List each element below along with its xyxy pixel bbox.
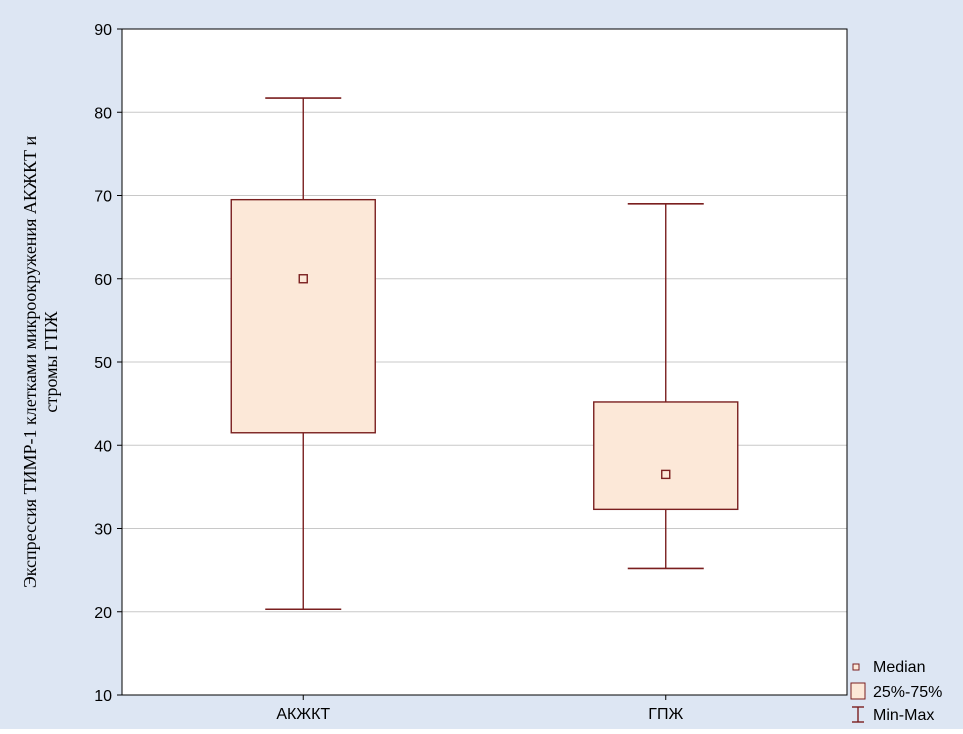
legend-box-label: 25%-75% bbox=[873, 684, 942, 701]
y-tick-label: 80 bbox=[94, 105, 112, 122]
axis-layer: 10 20 30 40 50 60 70 80 90 АКЖКТ ГПЖ bbox=[94, 22, 683, 723]
legend-whisker-marker bbox=[852, 706, 864, 723]
legend-median-marker bbox=[852, 663, 860, 671]
median-marker bbox=[661, 469, 671, 480]
legend-whisker-label: Min-Max bbox=[873, 707, 934, 724]
y-tick-label: 50 bbox=[94, 355, 112, 372]
legend-box-marker bbox=[850, 682, 866, 700]
box-layer bbox=[230, 97, 739, 611]
x-tick-label: АКЖКТ bbox=[276, 706, 330, 723]
iqr-box bbox=[230, 198, 376, 434]
y-tick-label: 60 bbox=[94, 272, 112, 289]
y-tick-label: 20 bbox=[94, 605, 112, 622]
box-group bbox=[230, 97, 376, 611]
y-axis-label-line-2: стромы ГПЖ bbox=[41, 311, 61, 413]
x-tick-label: ГПЖ bbox=[648, 706, 683, 723]
y-tick-label: 90 bbox=[94, 22, 112, 39]
y-tick-label: 10 bbox=[94, 688, 112, 705]
median-marker bbox=[298, 274, 308, 284]
y-tick-label: 40 bbox=[94, 438, 112, 455]
box-group bbox=[593, 203, 739, 570]
iqr-box bbox=[593, 401, 739, 511]
y-axis-label: Экспрессия ТИМР-1 клетками микроокружени… bbox=[20, 136, 61, 589]
y-tick-label: 30 bbox=[94, 522, 112, 539]
y-tick-label: 70 bbox=[94, 189, 112, 206]
legend-median-label: Median bbox=[873, 659, 925, 676]
y-axis-label-line-1: Экспрессия ТИМР-1 клетками микроокружени… bbox=[20, 136, 40, 589]
legend: Median 25%-75% Min-Max bbox=[850, 659, 942, 724]
